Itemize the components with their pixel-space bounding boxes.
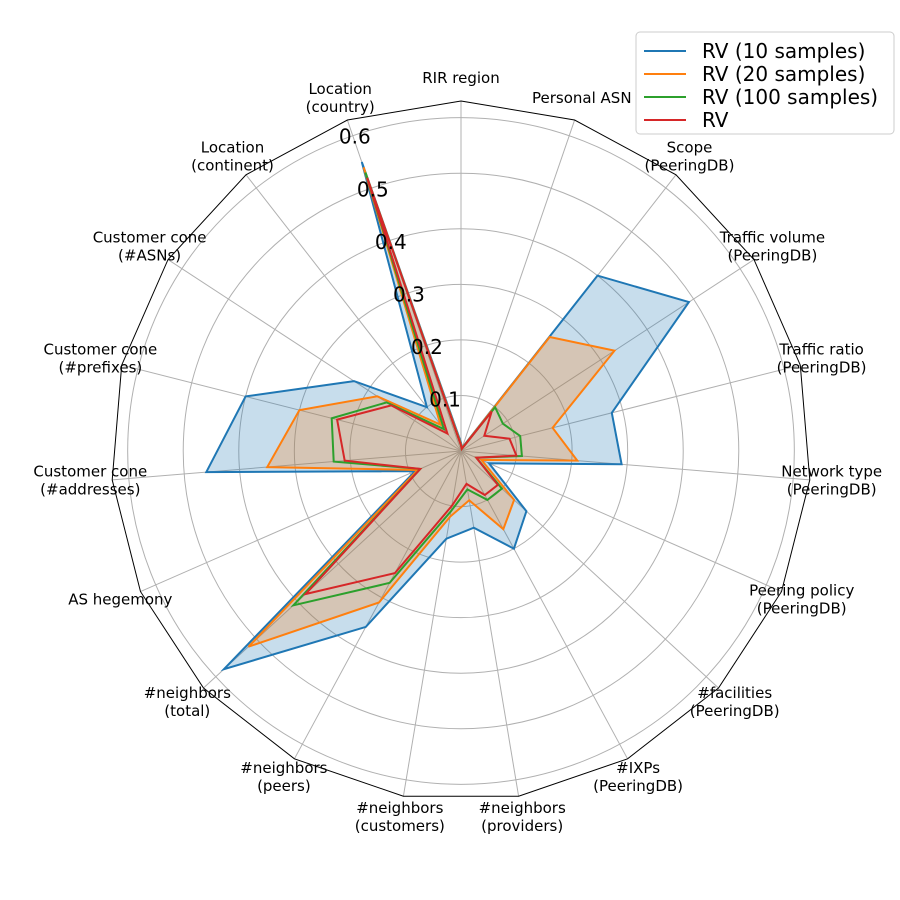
grid-spoke: [203, 450, 462, 689]
series-polygon-1: [204, 161, 691, 672]
axis-label: #neighbors (peers): [240, 759, 327, 795]
grid-spoke: [460, 450, 629, 760]
axis-label: #neighbors (total): [144, 684, 231, 720]
axis-label-line: (PeeringDB): [690, 702, 780, 720]
axis-label-line: Traffic ratio: [778, 341, 863, 359]
axis-label-line: Location: [201, 138, 264, 156]
axis-label: Scope (PeeringDB): [645, 138, 735, 174]
axis-label: Location (country): [306, 80, 375, 116]
axis-label-line: (#ASNs): [118, 247, 181, 265]
grid-spoke: [460, 450, 520, 797]
axis-label-line: (PeeringDB): [727, 247, 817, 265]
series-polygon-4: [302, 177, 518, 596]
axis-label: Network type (PeeringDB): [781, 463, 882, 499]
axis-label: Personal ASN: [532, 89, 632, 107]
grid-spoke: [460, 259, 755, 452]
axis-label: Peering policy (PeeringDB): [749, 581, 854, 617]
axis-label-line: (country): [306, 98, 375, 116]
axis-label-line: (#prefixes): [59, 359, 143, 377]
grid-spoke: [460, 450, 782, 593]
grid-spoke: [402, 450, 462, 797]
axis-label-line: (continent): [191, 156, 274, 174]
radial-tick-label: 0.2: [411, 335, 443, 359]
grid-spoke: [460, 119, 576, 452]
axis-label: #neighbors (customers): [355, 799, 445, 835]
radial-tick-label: 0.3: [393, 282, 425, 306]
axis-label-line: AS hegemony: [68, 590, 172, 608]
legend: RV (10 samples)RV (20 samples)RV (100 sa…: [635, 31, 895, 135]
axis-label-line: (providers): [481, 817, 563, 835]
axis-label-line: (PeeringDB): [777, 359, 867, 377]
radial-tick-label: 0.1: [429, 388, 461, 412]
radial-tick-label: 0.6: [339, 125, 371, 149]
grid-spoke: [460, 364, 801, 452]
legend-box: [635, 31, 895, 135]
grid-spoke: [293, 450, 462, 760]
radial-tick-label: 0.5: [357, 177, 389, 201]
axis-label: Customer cone (#ASNs): [93, 229, 207, 265]
axis-label-line: (PeeringDB): [757, 599, 847, 617]
axis-label-line: (PeeringDB): [645, 156, 735, 174]
radial-tick-label: 0.4: [375, 230, 407, 254]
axis-label-line: Network type: [781, 463, 882, 481]
axis-label-line: Location: [308, 80, 371, 98]
axis-label-line: #neighbors: [356, 799, 443, 817]
axis-label-line: Customer cone: [44, 341, 158, 359]
axis-label-line: (PeeringDB): [787, 481, 877, 499]
axis-label-line: (customers): [355, 817, 445, 835]
legend-entry: RV (20 samples): [702, 62, 865, 86]
grid-spoke: [245, 174, 462, 452]
legend-entry: RV: [702, 108, 729, 132]
series-polygon-3: [290, 172, 523, 608]
axis-label-line: #IXPs: [616, 759, 660, 777]
axis-label-line: (PeeringDB): [593, 777, 683, 795]
legend-entry: RV (100 samples): [702, 85, 878, 109]
axis-label: AS hegemony: [68, 590, 172, 608]
axis-label: Traffic volume (PeeringDB): [719, 229, 825, 265]
axis-label-line: #neighbors: [240, 759, 327, 777]
axis-label-line: Personal ASN: [532, 89, 632, 107]
axis-label: RIR region: [422, 69, 499, 87]
series-polygon-2: [247, 166, 617, 648]
grid-spoke: [112, 450, 462, 481]
grid-spoke: [140, 450, 462, 593]
axis-label-line: Customer cone: [33, 463, 147, 481]
radar-frame: [111, 100, 811, 797]
legend-entry: RV (10 samples): [702, 39, 865, 63]
axis-label-line: Traffic volume: [719, 229, 825, 247]
axis-label-line: (#addresses): [40, 481, 140, 499]
axis-label-line: #facilities: [697, 684, 772, 702]
axis-label: Customer cone (#prefixes): [44, 341, 158, 377]
axis-label-line: (total): [164, 702, 210, 720]
axis-label-line: #neighbors: [479, 799, 566, 817]
axis-label: #neighbors (providers): [479, 799, 566, 835]
grid-spoke: [121, 364, 462, 452]
axis-label-line: (peers): [257, 777, 311, 795]
axis-label-line: Customer cone: [93, 229, 207, 247]
grid-spoke: [460, 450, 719, 689]
grid-spoke: [167, 259, 462, 452]
axis-label: Traffic ratio (PeeringDB): [777, 341, 867, 377]
axis-label: Location (continent): [191, 138, 274, 174]
axis-label-line: #neighbors: [144, 684, 231, 702]
axis-label-line: Scope: [667, 138, 713, 156]
axis-label: Customer cone (#addresses): [33, 463, 147, 499]
radial-tick-labels: 0.1 0.2 0.3 0.4 0.5 0.6: [339, 125, 461, 412]
radar-series: [204, 161, 691, 672]
axis-label: #facilities (PeeringDB): [690, 684, 780, 720]
axis-label-line: RIR region: [422, 69, 499, 87]
axis-label-line: Peering policy: [749, 581, 854, 599]
axis-label: #IXPs (PeeringDB): [593, 759, 683, 795]
